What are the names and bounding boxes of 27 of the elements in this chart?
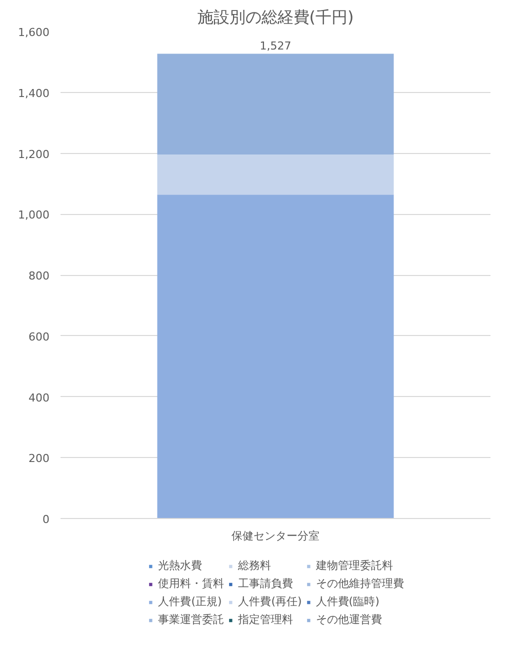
legend-label: 総務料 [238,558,272,574]
y-tick-label: 0 [42,513,50,526]
y-tick-label: 400 [28,391,50,404]
chart-title: 施設別の総経費(千円) [197,8,354,26]
y-tick-label: 1,400 [18,86,50,100]
bar [157,194,394,518]
legend-label: 人件費(正規) [158,594,222,610]
legend-label: その他維持管理費 [316,576,404,592]
legend-label: 事業運営委託 [158,612,224,628]
legend-label: 人件費(臨時) [316,594,380,610]
legend-label: 建物管理委託料 [316,558,393,574]
legend-label: 光熱水費 [158,558,202,574]
y-tick-label: 200 [28,452,50,466]
bar [157,54,394,154]
legend-label: 人件費(再任) [238,594,302,610]
x-tick-label: 保健センター分室 [232,530,320,542]
legend-label: 使用料・賃料 [158,576,224,592]
y-tick-label: 600 [28,330,50,344]
y-tick-label: 1,600 [18,26,50,39]
y-tick-label: 1,000 [18,208,50,222]
legend-label: 指定管理料 [238,612,294,628]
y-tick-label: 1,200 [18,148,50,161]
bar [157,154,394,195]
y-tick-label: 800 [28,270,50,282]
legend-label: その他運営費 [316,612,382,628]
legend-label: 工事請負費 [238,576,294,592]
total-label: 1,527 [260,40,292,53]
